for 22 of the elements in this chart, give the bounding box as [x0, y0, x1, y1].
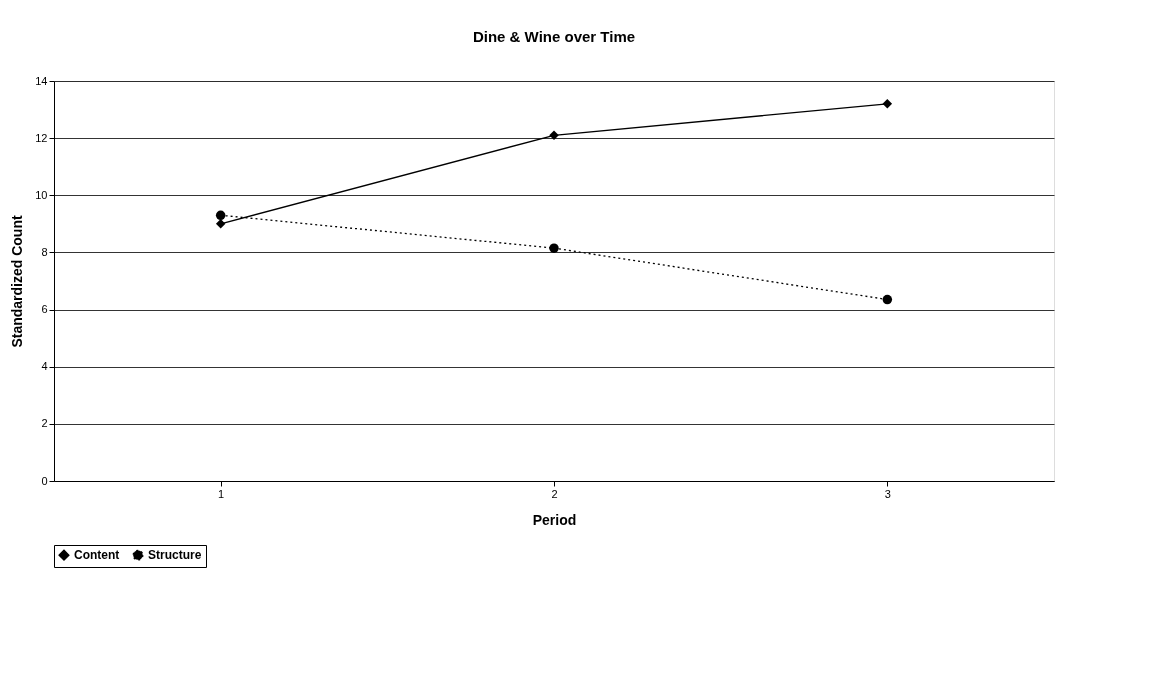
y-axis-title: Standardized Count: [9, 215, 26, 348]
point: [215, 219, 226, 229]
y-tick-label: 0: [41, 474, 48, 487]
legend-label: Structure: [148, 548, 202, 563]
x-tick-label: 3: [884, 487, 891, 500]
chart-title: Dine & Wine over Time: [472, 28, 636, 45]
y-tick-label: 10: [35, 188, 48, 201]
point: [882, 99, 893, 109]
point: [215, 210, 226, 221]
legend-label: Content: [74, 548, 120, 563]
y-tick-label: 12: [35, 131, 48, 144]
x-tick-label: 1: [218, 487, 225, 500]
x-axis-title: Period: [532, 511, 577, 528]
y-tick-label: 8: [41, 245, 48, 258]
point: [882, 294, 893, 305]
point: [549, 243, 559, 253]
y-tick-label: 4: [41, 360, 48, 373]
point: [549, 130, 559, 141]
x-tick-label: 2: [551, 487, 558, 500]
y-tick-label: 2: [41, 417, 48, 430]
y-tick-label: 14: [35, 74, 48, 87]
y-tick-label: 6: [41, 303, 48, 316]
